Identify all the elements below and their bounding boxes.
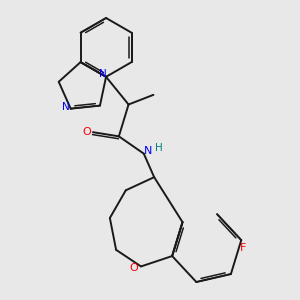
Text: N: N [99, 69, 106, 79]
Text: H: H [155, 143, 163, 153]
Text: F: F [240, 243, 246, 253]
Text: O: O [82, 127, 91, 137]
Text: N: N [144, 146, 152, 156]
Text: N: N [61, 102, 69, 112]
Text: O: O [130, 263, 139, 273]
